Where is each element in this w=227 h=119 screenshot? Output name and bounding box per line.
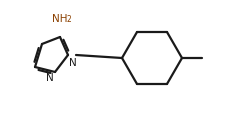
Text: N: N	[69, 58, 76, 68]
Text: NH: NH	[52, 14, 67, 24]
Text: N: N	[46, 73, 54, 83]
Text: 2: 2	[67, 15, 72, 24]
